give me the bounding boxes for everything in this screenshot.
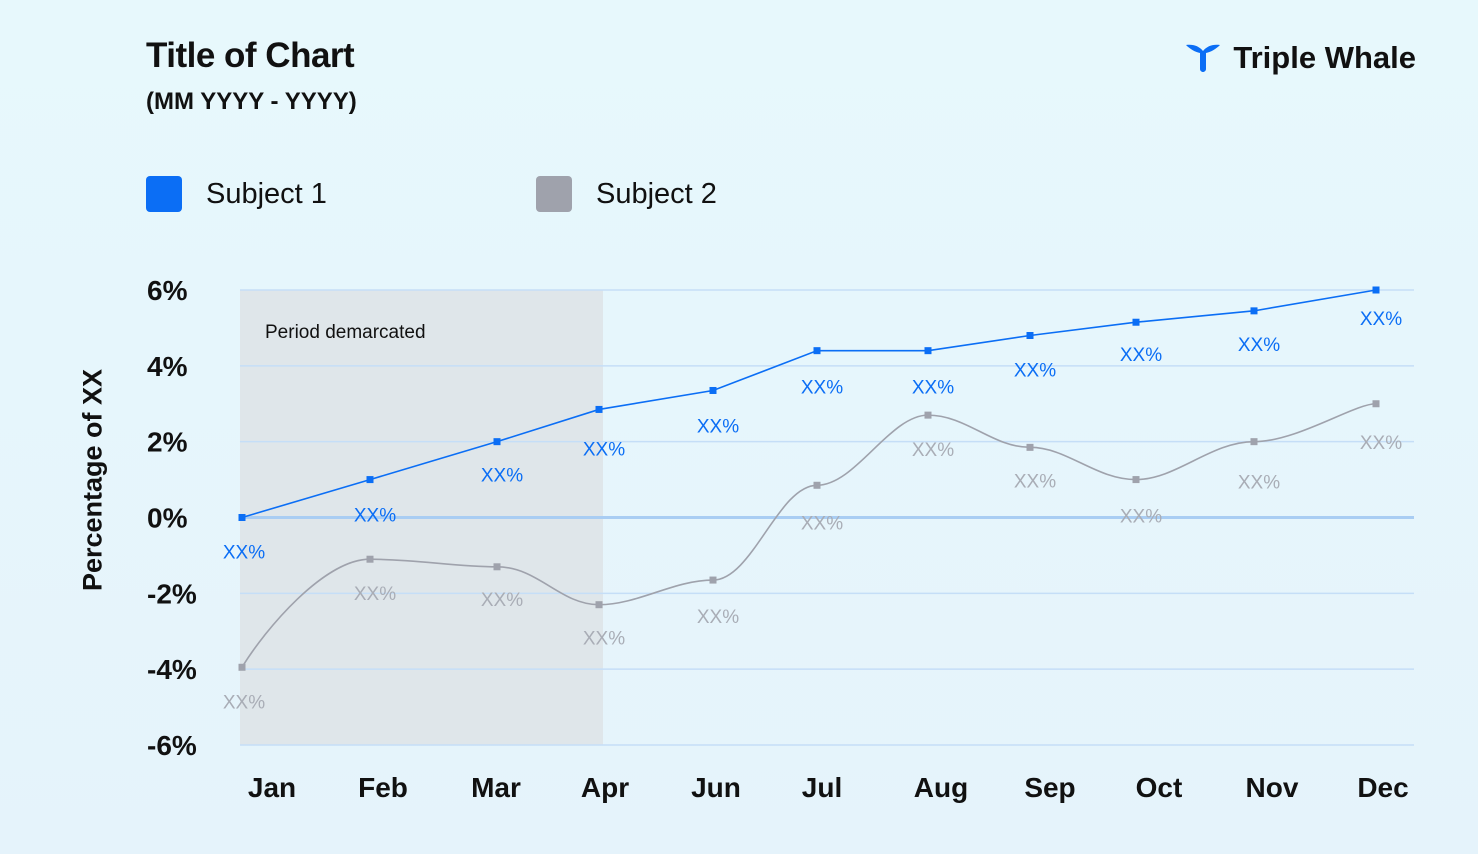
data-label: XX% (481, 466, 523, 487)
x-tick-label: Nov (1246, 772, 1299, 803)
data-label: XX% (1238, 473, 1280, 494)
data-point (1026, 443, 1034, 451)
data-point (238, 663, 246, 671)
data-point (709, 386, 717, 394)
x-tick-label: Mar (471, 772, 521, 803)
data-point (813, 481, 821, 489)
y-tick-label: 2% (147, 427, 188, 458)
data-label: XX% (1120, 345, 1162, 366)
x-tick-label: Sep (1024, 772, 1075, 803)
legend-item-subject-1[interactable]: Subject 1 (146, 176, 327, 212)
data-label: XX% (912, 378, 954, 399)
legend-label-subject-1: Subject 1 (206, 177, 327, 210)
data-label: XX% (1014, 471, 1056, 492)
whale-tail-icon (1186, 44, 1221, 72)
x-tick-label: Jun (691, 772, 741, 803)
y-tick-label: -6% (147, 730, 197, 761)
data-point (1132, 476, 1140, 484)
legend-swatch-subject-2 (536, 176, 572, 212)
data-label: XX% (1238, 335, 1280, 356)
data-point (595, 601, 603, 609)
y-tick-label: -4% (147, 654, 197, 685)
data-point (238, 514, 246, 521)
data-label: XX% (223, 543, 265, 564)
data-point (813, 347, 821, 355)
data-label: XX% (697, 416, 739, 437)
x-tick-label: Apr (581, 772, 629, 803)
data-label: XX% (583, 629, 625, 650)
brand-name: Triple Whale (1233, 40, 1416, 75)
data-label: XX% (583, 439, 625, 460)
brand-logo: Triple Whale (1185, 40, 1416, 76)
shaded-region-label: Period demarcated (265, 322, 426, 343)
data-label: XX% (801, 513, 843, 534)
data-label: XX% (1120, 507, 1162, 528)
data-point (366, 476, 374, 484)
data-label: XX% (223, 692, 265, 713)
data-point (595, 405, 603, 413)
data-label: XX% (1014, 361, 1056, 382)
data-point (366, 555, 374, 563)
data-point (1372, 400, 1380, 408)
data-label: XX% (912, 440, 954, 461)
data-label: XX% (481, 590, 523, 611)
data-point (924, 347, 932, 355)
data-point (1250, 307, 1258, 315)
y-tick-label: 4% (147, 351, 188, 382)
x-tick-label: Jan (248, 772, 296, 803)
data-point (924, 411, 932, 419)
chart-title: Title of Chart (146, 36, 355, 75)
data-point (1372, 286, 1380, 294)
data-label: XX% (697, 607, 739, 628)
data-label: XX% (354, 584, 396, 605)
data-label: XX% (1360, 433, 1402, 454)
data-point (709, 576, 717, 584)
data-label: XX% (801, 378, 843, 399)
data-point (493, 563, 501, 571)
data-label: XX% (354, 506, 396, 527)
data-point (1026, 332, 1034, 339)
data-point (493, 438, 501, 446)
x-tick-label: Dec (1357, 772, 1408, 803)
legend-item-subject-2[interactable]: Subject 2 (536, 176, 717, 212)
legend-label-subject-2: Subject 2 (596, 177, 717, 210)
data-point (1132, 318, 1140, 326)
x-tick-label: Jul (802, 772, 842, 803)
series-line (241, 402, 1377, 668)
x-tick-label: Oct (1136, 772, 1183, 803)
y-tick-label: -2% (147, 578, 197, 609)
chart-subtitle: (MM YYYY - YYYY) (146, 88, 357, 115)
data-label: XX% (1360, 309, 1402, 330)
y-tick-label: 6% (147, 275, 188, 306)
y-tick-label: 0% (147, 503, 188, 534)
data-point (1250, 438, 1258, 446)
x-tick-label: Feb (358, 772, 408, 803)
legend-swatch-subject-1 (146, 176, 182, 212)
x-tick-label: Aug (914, 772, 968, 803)
